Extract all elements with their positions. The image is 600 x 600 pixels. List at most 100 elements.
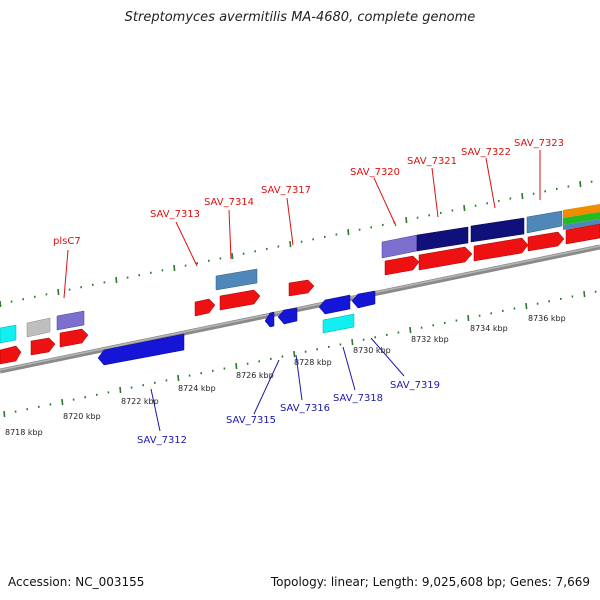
major-tick <box>467 315 470 322</box>
gene-arrow[interactable] <box>194 298 216 317</box>
accession-text: Accession: NC_003155 <box>8 575 145 589</box>
gene-arrow[interactable] <box>563 204 600 218</box>
gene-label[interactable]: SAV_7323 <box>514 138 564 149</box>
gene-label[interactable]: SAV_7318 <box>333 393 383 404</box>
gene-lane-upper <box>0 204 600 344</box>
gene-arrow[interactable] <box>288 279 315 297</box>
gene-arrow[interactable] <box>219 289 261 311</box>
major-tick <box>405 217 408 224</box>
kbp-label-group: 8718 kbp 8720 kbp 8722 kbp 8724 kbp 8726… <box>5 314 566 437</box>
kbp-label: 8728 kbp <box>294 358 332 367</box>
leader-line <box>286 197 294 246</box>
genome-backbone-highlight <box>0 245 600 371</box>
gene-arrow[interactable] <box>563 212 600 225</box>
leader-line <box>228 209 232 260</box>
genome-stats-text: Topology: linear; Length: 9,025,608 bp; … <box>270 575 590 589</box>
gene-arrow[interactable] <box>563 219 600 230</box>
gene-label[interactable]: SAV_7320 <box>350 167 400 178</box>
leader-line <box>370 337 405 377</box>
genome-title: Streptomyces avermitilis MA-4680, comple… <box>124 10 476 25</box>
major-tick <box>0 300 2 308</box>
gene-label[interactable]: plsC7 <box>53 236 81 247</box>
leader-line <box>175 221 198 267</box>
kbp-label: 8722 kbp <box>121 397 159 406</box>
bottom-label-group: SAV_7312 SAV_7315 SAV_7316 SAV_7318 SAV_… <box>137 380 440 446</box>
leader-line <box>373 177 397 227</box>
major-tick <box>583 291 586 298</box>
leader-line <box>431 167 439 218</box>
gene-arrow[interactable] <box>527 231 565 252</box>
gene-arrow[interactable] <box>97 333 185 366</box>
gene-arrow[interactable] <box>0 324 17 344</box>
gene-label[interactable]: SAV_7321 <box>407 156 457 167</box>
bottom-leader-lines <box>150 337 405 432</box>
major-tick <box>115 276 118 284</box>
leader-line <box>253 359 280 415</box>
leader-line <box>485 157 496 209</box>
gene-label[interactable]: SAV_7316 <box>280 403 330 414</box>
major-tick <box>463 205 466 212</box>
gene-lane-reverse <box>97 290 376 366</box>
major-tick <box>177 374 180 382</box>
tick-row-bottom <box>3 290 597 418</box>
gene-label[interactable]: SAV_7313 <box>150 209 200 220</box>
gene-arrow[interactable] <box>26 317 51 338</box>
major-tick <box>57 288 60 296</box>
gene-arrow[interactable] <box>264 311 275 328</box>
major-tick <box>61 398 64 406</box>
gene-arrow[interactable] <box>384 255 420 276</box>
gene-arrow[interactable] <box>0 345 22 365</box>
kbp-label: 8720 kbp <box>63 412 101 421</box>
gene-arrow[interactable] <box>59 328 89 348</box>
kbp-label: 8724 kbp <box>178 384 216 393</box>
gene-arrow[interactable] <box>565 223 600 245</box>
gene-label[interactable]: SAV_7317 <box>261 185 311 196</box>
genome-backbone <box>0 244 600 374</box>
leader-line <box>150 388 161 432</box>
gene-arrow[interactable] <box>351 290 376 309</box>
tick-row-top <box>0 180 593 308</box>
major-tick <box>231 253 234 260</box>
gene-label[interactable]: SAV_7312 <box>137 435 187 446</box>
kbp-label: 8730 kbp <box>353 346 391 355</box>
major-tick <box>3 410 6 418</box>
kbp-label: 8734 kbp <box>470 324 508 333</box>
gene-lane-red <box>0 223 600 365</box>
gene-arrow[interactable] <box>473 237 529 262</box>
leader-line <box>342 346 356 391</box>
kbp-label: 8718 kbp <box>5 428 43 437</box>
gene-arrow[interactable] <box>30 337 56 356</box>
top-label-group: plsC7 SAV_7313 SAV_7314 SAV_7317 SAV_732… <box>53 138 564 247</box>
kbp-label: 8732 kbp <box>411 335 449 344</box>
major-tick <box>347 229 350 236</box>
gene-arrow[interactable] <box>418 246 473 271</box>
major-tick <box>579 181 582 188</box>
gene-label[interactable]: SAV_7319 <box>390 380 440 391</box>
gene-arrow[interactable] <box>56 310 85 331</box>
major-tick <box>293 351 296 358</box>
kbp-label: 8726 kbp <box>236 371 274 380</box>
gene-arrow[interactable] <box>381 234 418 259</box>
major-tick <box>173 264 176 272</box>
gene-arrow[interactable] <box>526 210 563 234</box>
gene-arrow[interactable] <box>470 217 525 243</box>
leader-line <box>295 354 303 401</box>
major-tick <box>521 193 524 200</box>
gene-arrow[interactable] <box>277 307 298 325</box>
leader-line <box>63 249 69 299</box>
top-leader-lines <box>63 150 541 299</box>
gene-label[interactable]: SAV_7314 <box>204 197 254 208</box>
major-tick <box>525 303 528 310</box>
major-tick <box>289 241 292 248</box>
gene-arrow[interactable] <box>318 294 351 315</box>
gene-arrow[interactable] <box>322 313 355 334</box>
gene-label[interactable]: SAV_7315 <box>226 415 276 426</box>
major-tick <box>409 327 412 334</box>
gene-arrow[interactable] <box>215 268 258 291</box>
gene-arrow[interactable] <box>416 226 469 252</box>
major-tick <box>235 363 238 370</box>
major-tick <box>119 386 122 394</box>
gene-label[interactable]: SAV_7322 <box>461 147 511 158</box>
kbp-label: 8736 kbp <box>528 314 566 323</box>
